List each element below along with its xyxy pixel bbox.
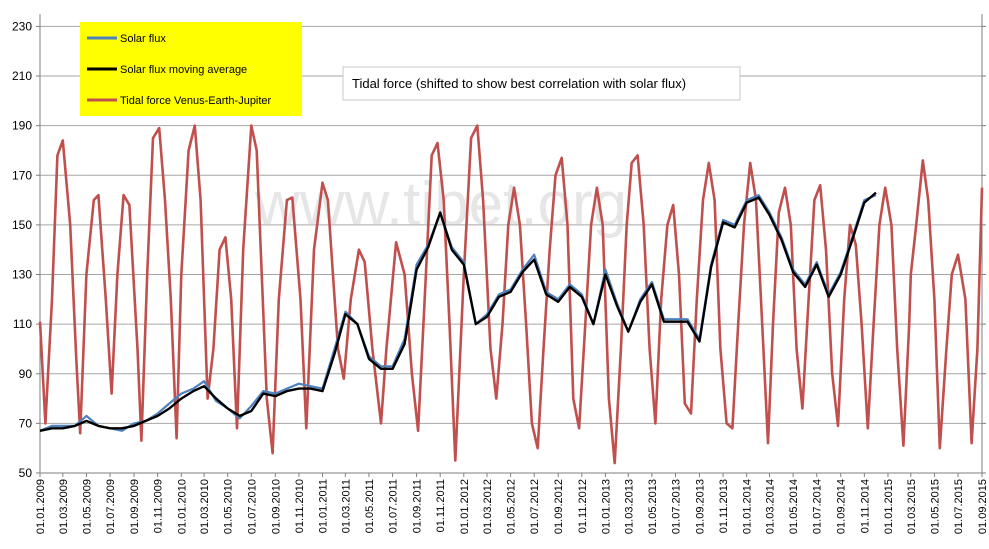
series-line-solar-flux-moving-average: [39, 191, 877, 432]
x-tick-label: 01.11.2011: [435, 479, 447, 532]
x-tick-label: 01.03.2014: [765, 479, 777, 534]
x-tick-label: 01.05.2014: [788, 479, 800, 534]
legend-label-solar-flux: Solar flux: [120, 33, 166, 45]
annotation-box: Tidal force (shifted to show best correl…: [342, 66, 741, 101]
x-tick-label: 01.09.2014: [836, 479, 848, 534]
x-tick-label: 01.03.2009: [58, 479, 70, 534]
legend: Solar flux Solar flux moving average Tid…: [80, 22, 302, 116]
x-tick-label: 01.11.2014: [859, 479, 871, 533]
y-tick-label: 130: [12, 268, 32, 282]
x-tick-label: 01.01.2014: [742, 479, 754, 534]
x-tick-label: 01.11.2009: [153, 479, 165, 533]
x-tick-label: 01.05.2010: [223, 479, 235, 534]
x-tick-label: 01.01.2012: [459, 479, 471, 534]
x-tick-label: 01.11.2013: [718, 479, 730, 533]
y-tick-label: 190: [12, 119, 32, 133]
x-tick-label: 01.11.2012: [577, 479, 589, 533]
x-tick-label: 01.09.2012: [553, 479, 565, 534]
x-tick-label: 01.09.2013: [694, 479, 706, 534]
y-tick-label: 230: [12, 19, 32, 33]
y-tick-label: 110: [13, 317, 32, 331]
x-tick-label: 01.05.2013: [647, 479, 659, 534]
x-tick-label: 01.05.2009: [81, 479, 93, 534]
x-tick-label: 01.07.2015: [953, 479, 965, 534]
y-tick-label: 170: [12, 168, 32, 182]
y-tick-label: 150: [12, 218, 32, 232]
x-tick-label: 01.05.2011: [364, 479, 376, 533]
annotation-frame: [342, 66, 741, 101]
x-tick-label: 01.07.2013: [670, 479, 682, 534]
x-tick-label: 01.11.2010: [294, 479, 306, 533]
x-tick-label: 01.07.2012: [529, 479, 541, 534]
x-tick-label: 01.09.2015: [977, 479, 989, 534]
x-tick-label: 01.03.2013: [623, 479, 635, 534]
x-tick-label: 01.09.2011: [412, 479, 424, 533]
x-tick-label: 01.09.2010: [270, 479, 282, 534]
series-lines: [38, 124, 984, 465]
y-tick-label: 50: [19, 466, 33, 480]
x-tick-label: 01.07.2011: [388, 479, 400, 533]
x-tick-label: 01.07.2010: [246, 479, 258, 534]
x-axis: 01.01.2009 01.03.2009 01.05.2009 01.07.2009…: [35, 472, 989, 534]
x-tick-label: 01.03.2010: [199, 479, 211, 534]
y-tick-label: 210: [12, 69, 32, 83]
annotation-text: Tidal force (shifted to show best correl…: [352, 76, 686, 91]
x-tick-label: 01.01.2010: [176, 479, 188, 534]
x-tick-label: 01.01.2015: [883, 479, 895, 534]
x-tick-label: 01.01.2011: [318, 479, 330, 533]
x-tick-label: 01.09.2009: [129, 479, 141, 534]
series-line-tidal-force: [38, 124, 984, 465]
x-tick-label: 01.01.2009: [35, 479, 47, 534]
y-tick-label: 70: [19, 416, 33, 430]
x-tick-label: 01.05.2015: [929, 479, 941, 534]
y-tick-label: 90: [19, 367, 33, 381]
x-tick-label: 01.03.2011: [340, 479, 352, 533]
x-tick-label: 01.03.2012: [482, 479, 494, 534]
x-tick-label: 01.03.2015: [906, 479, 918, 534]
legend-label-tidal-force: Tidal force Venus-Earth-Jupiter: [120, 95, 272, 107]
legend-label-solar-flux-moving-average: Solar flux moving average: [120, 64, 247, 76]
x-tick-label: 01.07.2014: [812, 479, 824, 534]
x-tick-label: 01.01.2013: [600, 479, 612, 534]
x-tick-label: 01.05.2012: [506, 479, 518, 534]
x-tick-label: 01.07.2009: [105, 479, 117, 534]
y-axis: 50 70 90 110 130 150 170 190 210 230: [12, 14, 986, 480]
